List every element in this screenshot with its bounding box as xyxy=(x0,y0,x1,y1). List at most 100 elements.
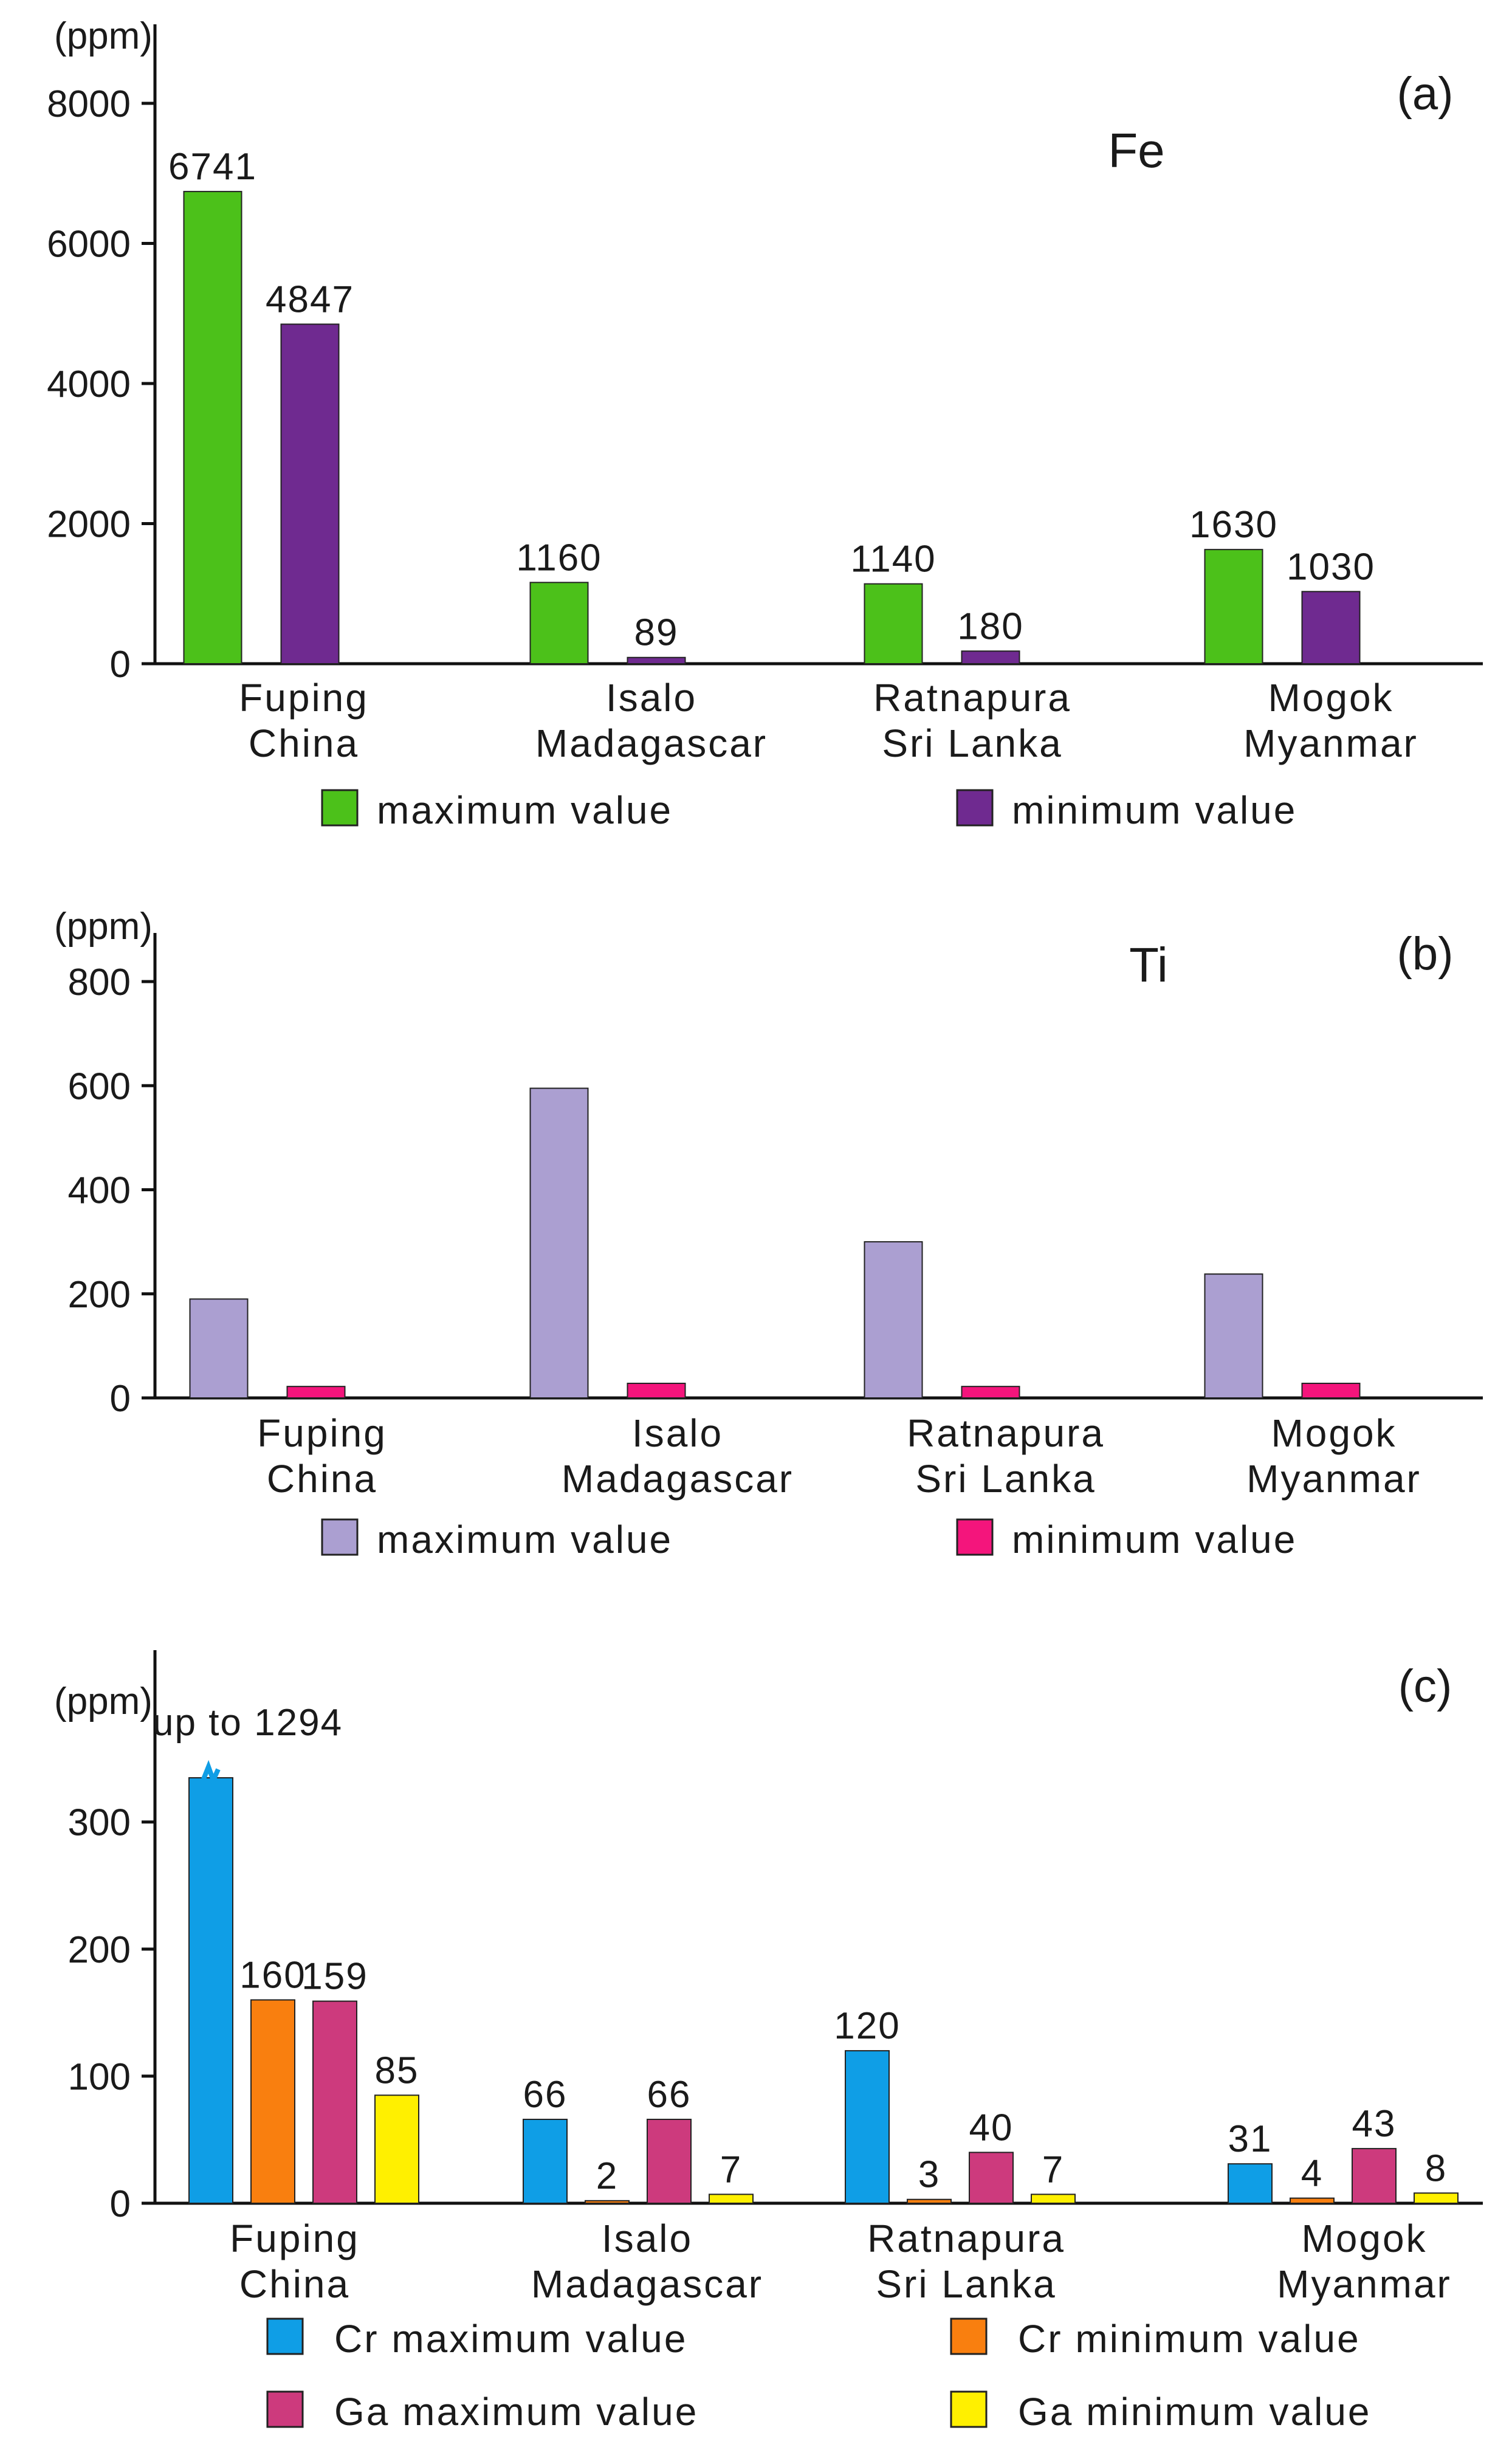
y-tick-label: 400 xyxy=(68,1170,131,1212)
y-tick-label: 0 xyxy=(110,2183,131,2225)
y-tick-label: 0 xyxy=(110,644,131,686)
bar-maximum-value xyxy=(529,1087,589,1399)
bar-cr-maximum-value xyxy=(188,1777,233,2204)
legend-swatch xyxy=(266,2390,304,2428)
legend-swatch xyxy=(956,789,994,827)
data-label: 2 xyxy=(596,2155,618,2197)
data-label: 43 xyxy=(1352,2103,1397,2145)
legend-label: Cr minimum value xyxy=(1018,2317,1361,2361)
y-tick-label: 100 xyxy=(68,2056,131,2098)
category-label-line2: Myanmar xyxy=(1277,2262,1452,2306)
category-label-line1: Mogok xyxy=(1301,2217,1427,2260)
category-label-line1: Isalo xyxy=(632,1411,723,1455)
bar-maximum-value xyxy=(864,1241,923,1399)
bar-minimum-value xyxy=(627,1383,686,1399)
data-label: 8 xyxy=(1425,2147,1447,2189)
data-label: 66 xyxy=(647,2074,692,2116)
bar-maximum-value xyxy=(183,191,242,665)
data-label: 1630 xyxy=(1189,504,1278,546)
category-label-line2: Myanmar xyxy=(1243,721,1418,765)
bar-maximum-value xyxy=(529,582,589,664)
data-label: 40 xyxy=(969,2107,1014,2149)
legend-label: maximum value xyxy=(377,788,673,832)
data-label: 31 xyxy=(1228,2118,1273,2160)
y-tick-label: 200 xyxy=(68,1274,131,1316)
y-tick-label: 300 xyxy=(68,1802,131,1844)
legend-swatch xyxy=(956,1518,994,1556)
data-label: 120 xyxy=(834,2005,900,2047)
legend-label: maximum value xyxy=(377,1518,673,1561)
category-label-line1: Fuping xyxy=(257,1411,387,1455)
legend-swatch xyxy=(266,2318,304,2355)
bar-maximum-value xyxy=(189,1298,249,1399)
bar-minimum-value xyxy=(286,1386,346,1399)
data-label: 159 xyxy=(301,1956,368,1998)
bar-ga-maximum-value xyxy=(312,2000,357,2204)
category-label-line2: China xyxy=(249,721,359,765)
data-label: 6741 xyxy=(168,146,257,188)
bar-maximum-value xyxy=(864,583,923,664)
bar-maximum-value xyxy=(1204,1273,1263,1399)
legend-label: Ga maximum value xyxy=(334,2390,698,2434)
bar-minimum-value xyxy=(961,1386,1020,1399)
category-label-line2: Sri Lanka xyxy=(915,1457,1096,1501)
data-label: 7 xyxy=(1042,2149,1064,2190)
y-tick-label: 8000 xyxy=(47,83,131,125)
legend-label: minimum value xyxy=(1012,1518,1297,1561)
bar-cr-maximum-value xyxy=(523,2119,568,2204)
bar-maximum-value xyxy=(1204,549,1263,665)
y-unit-label: (ppm) xyxy=(54,15,153,57)
legend-swatch xyxy=(950,2390,988,2428)
data-label: 160 xyxy=(239,1954,306,1996)
data-label: 1030 xyxy=(1287,546,1375,588)
category-label-line1: Mogok xyxy=(1271,1411,1397,1455)
data-label: 3 xyxy=(918,2154,940,2196)
bar-cr-maximum-value xyxy=(1228,2163,1273,2204)
bar-ga-minimum-value xyxy=(374,2094,419,2204)
bar-cr-minimum-value xyxy=(1290,2197,1335,2204)
bar-ga-minimum-value xyxy=(709,2194,754,2204)
panel-tag: (c) xyxy=(1398,1660,1452,1712)
y-tick-label: 4000 xyxy=(47,363,131,405)
category-label-line2: China xyxy=(267,1457,377,1501)
data-label: 85 xyxy=(375,2049,419,2091)
category-label-line1: Isalo xyxy=(606,676,697,720)
y-tick-label: 2000 xyxy=(47,504,131,546)
data-label: 4847 xyxy=(266,278,354,320)
bar-note: up to 1294 xyxy=(153,1702,343,1744)
element-label: Ti xyxy=(1129,938,1168,992)
axis-break-mark xyxy=(201,1760,221,1787)
chart-panel-1: 0 2000 4000 6000 8000 (ppm) (a) Fe 6741 4847 Fupin… xyxy=(47,15,1483,832)
category-label-line1: Ratnapura xyxy=(873,676,1071,720)
bar-minimum-value xyxy=(627,656,686,665)
bar-cr-maximum-value xyxy=(845,2050,890,2204)
bar-ga-minimum-value xyxy=(1031,2194,1076,2204)
category-label-line1: Isalo xyxy=(602,2217,693,2260)
bar-ga-maximum-value xyxy=(647,2119,692,2204)
y-tick-label: 600 xyxy=(68,1065,131,1107)
bar-cr-minimum-value xyxy=(907,2198,952,2204)
category-label-line2: Madagascar xyxy=(531,2262,763,2306)
legend-swatch xyxy=(950,2318,988,2355)
bar-ga-maximum-value xyxy=(969,2152,1014,2204)
legend-label: Ga minimum value xyxy=(1018,2390,1372,2434)
bar-minimum-value xyxy=(961,650,1020,665)
data-label: 66 xyxy=(523,2074,568,2116)
category-label-line1: Fuping xyxy=(230,2217,360,2260)
panel-tag: (b) xyxy=(1397,928,1454,980)
category-label-line2: Sri Lanka xyxy=(876,2262,1056,2306)
legend-swatch xyxy=(321,789,359,827)
bar-minimum-value xyxy=(280,323,340,664)
data-label: 89 xyxy=(634,612,679,654)
data-label: 1140 xyxy=(850,539,936,580)
bar-minimum-value xyxy=(1301,1383,1361,1399)
category-label-line1: Mogok xyxy=(1268,676,1393,720)
bar-cr-minimum-value xyxy=(585,2200,630,2204)
data-label: 7 xyxy=(720,2149,742,2190)
y-unit-label: (ppm) xyxy=(54,1681,153,1722)
y-tick-label: 800 xyxy=(68,962,131,1003)
category-label-line1: Ratnapura xyxy=(867,2217,1065,2260)
category-label-line1: Ratnapura xyxy=(907,1411,1105,1455)
